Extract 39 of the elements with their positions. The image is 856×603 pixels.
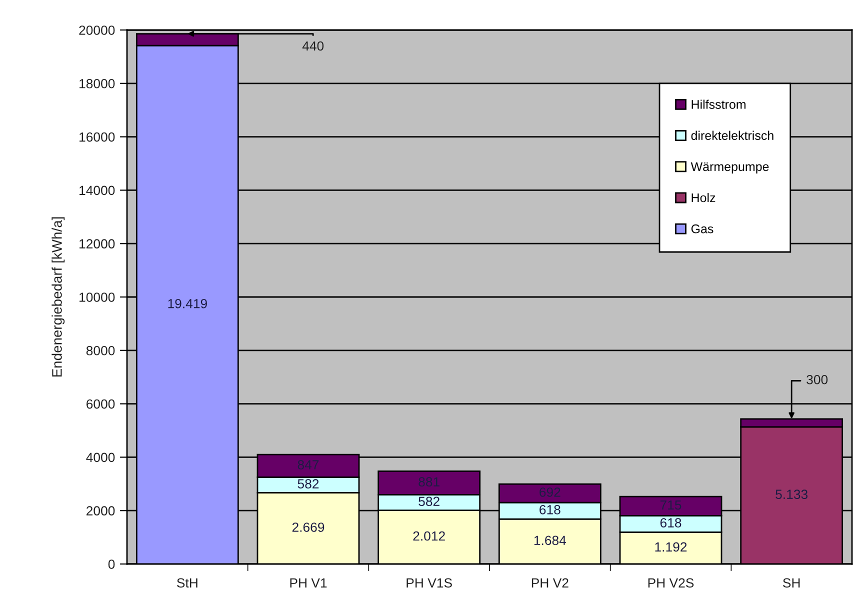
- data-label: 1.684: [534, 536, 566, 546]
- legend-label: direktelektrisch: [691, 130, 774, 140]
- x-tick-label: PH V2S: [648, 578, 694, 588]
- y-tick-label: 12000: [80, 239, 115, 249]
- y-tick-label: 6000: [86, 399, 115, 409]
- annotation: 440: [302, 41, 324, 51]
- y-tick-label: 18000: [80, 78, 115, 88]
- data-label: 618: [540, 504, 560, 514]
- data-label: 847: [298, 460, 319, 470]
- data-label: 881: [418, 477, 440, 487]
- legend-label: Wärmepumpe: [690, 162, 769, 174]
- data-label: 582: [418, 496, 440, 506]
- x-tick-label: PH V2: [532, 578, 568, 588]
- y-tick-label: 0: [108, 560, 115, 569]
- x-tick-label: PH V1: [290, 578, 327, 588]
- data-label: 692: [540, 487, 560, 497]
- legend-label: Hilfsstrom: [692, 100, 746, 109]
- data-label: 618: [660, 518, 682, 528]
- y-tick-label: 20000: [79, 26, 115, 35]
- y-axis-title: Endenergiebedarf [kWh/a]: [52, 217, 65, 377]
- data-label: 2.012: [413, 531, 445, 541]
- x-tick-label: StH: [177, 578, 198, 588]
- legend-label: Holz: [692, 193, 716, 202]
- y-tick-label: 16000: [80, 132, 115, 142]
- x-tick-label: PH V1S: [406, 578, 452, 588]
- annotation: 300: [806, 374, 828, 384]
- data-label: 19.419: [168, 298, 207, 308]
- legend-label: Gas: [691, 224, 714, 234]
- y-tick-label: 2000: [86, 506, 115, 516]
- x-tick-label: SH: [783, 578, 800, 588]
- y-tick-label: 8000: [86, 346, 115, 356]
- data-label: 1.192: [655, 542, 687, 552]
- data-label: 5.133: [776, 490, 808, 500]
- data-label: 2.669: [292, 522, 324, 532]
- y-tick-label: 14000: [80, 186, 115, 196]
- y-tick-label: 10000: [80, 292, 115, 302]
- data-label: 715: [660, 500, 682, 510]
- y-tick-label: 4000: [86, 452, 115, 462]
- data-label: 582: [298, 479, 319, 489]
